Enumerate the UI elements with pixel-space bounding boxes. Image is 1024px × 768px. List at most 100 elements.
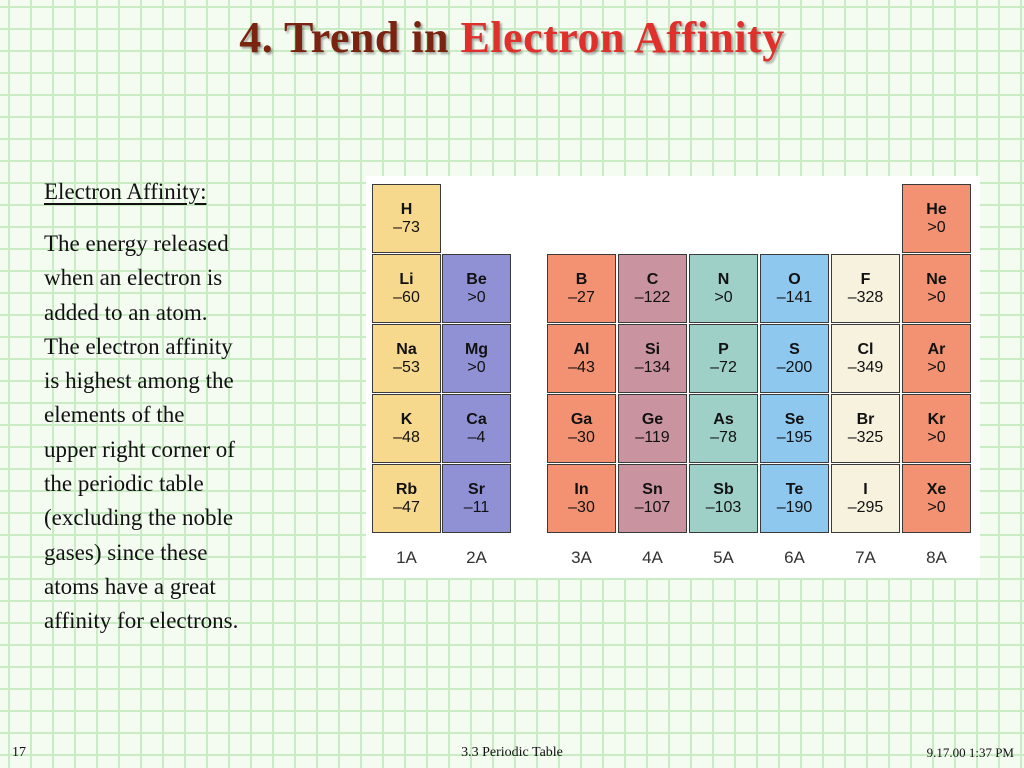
electron-affinity-value: –47 bbox=[393, 499, 420, 516]
electron-affinity-value: –325 bbox=[847, 429, 884, 446]
slide-number: 17 bbox=[12, 745, 26, 760]
electron-affinity-value: –30 bbox=[568, 499, 595, 516]
element-symbol: Ge bbox=[641, 411, 664, 428]
element-cell-s: S –200 bbox=[760, 324, 829, 393]
definition-line: upper right corner of bbox=[44, 436, 235, 462]
element-cell-cl: Cl –349 bbox=[831, 324, 900, 393]
element-cell-n: N >0 bbox=[689, 254, 758, 323]
electron-affinity-value: –103 bbox=[705, 499, 742, 516]
element-cell-k: K –48 bbox=[372, 394, 441, 463]
element-symbol: Cl bbox=[857, 341, 874, 358]
definition-line: is highest among the bbox=[44, 368, 234, 394]
electron-affinity-value: –107 bbox=[634, 499, 671, 516]
element-cell-p: P –72 bbox=[689, 324, 758, 393]
element-symbol: I bbox=[863, 481, 868, 498]
element-symbol: O bbox=[788, 271, 801, 288]
footer-datetime: 9.17.00 1:37 PM bbox=[926, 745, 1014, 760]
group-label-6a: 6A bbox=[784, 548, 805, 567]
element-cell-h: H –73 bbox=[372, 184, 441, 253]
electron-affinity-value: –53 bbox=[393, 359, 420, 376]
element-cell-rb: Rb –47 bbox=[372, 464, 441, 533]
element-cell-na: Na –53 bbox=[372, 324, 441, 393]
element-symbol: H bbox=[400, 201, 413, 218]
element-cell-mg: Mg >0 bbox=[442, 324, 511, 393]
electron-affinity-value: –141 bbox=[776, 289, 813, 306]
electron-affinity-value: >0 bbox=[467, 289, 486, 306]
element-cell-as: As –78 bbox=[689, 394, 758, 463]
definition-line: atoms have a great bbox=[44, 573, 216, 599]
element-symbol: Ne bbox=[926, 271, 947, 288]
group-label-3a: 3A bbox=[571, 548, 592, 567]
element-symbol: Se bbox=[784, 411, 805, 428]
element-symbol: Mg bbox=[464, 341, 489, 358]
element-symbol: Sb bbox=[713, 481, 734, 498]
electron-affinity-value: –60 bbox=[393, 289, 420, 306]
element-cell-ge: Ge –119 bbox=[618, 394, 687, 463]
element-symbol: Xe bbox=[926, 481, 947, 498]
element-cell-sb: Sb –103 bbox=[689, 464, 758, 533]
element-symbol: Na bbox=[396, 341, 417, 358]
element-cell-in: In –30 bbox=[547, 464, 616, 533]
group-label-7a: 7A bbox=[855, 548, 876, 567]
element-symbol: Sr bbox=[468, 481, 485, 498]
element-symbol: Kr bbox=[927, 411, 946, 428]
electron-affinity-value: –73 bbox=[393, 219, 420, 236]
element-cell-sn: Sn –107 bbox=[618, 464, 687, 533]
element-symbol: Ca bbox=[466, 411, 487, 428]
electron-affinity-value: –119 bbox=[635, 429, 670, 446]
definition-line: when an electron is bbox=[44, 265, 223, 291]
electron-affinity-value: –30 bbox=[568, 429, 595, 446]
element-cell-be: Be >0 bbox=[442, 254, 511, 323]
element-cell-br: Br –325 bbox=[831, 394, 900, 463]
electron-affinity-value: >0 bbox=[927, 499, 946, 516]
element-symbol: Si bbox=[644, 341, 661, 358]
element-cell-se: Se –195 bbox=[760, 394, 829, 463]
element-symbol: Rb bbox=[395, 481, 418, 498]
electron-affinity-value: >0 bbox=[714, 289, 733, 306]
element-symbol: N bbox=[717, 271, 730, 288]
group-label-1a: 1A bbox=[396, 548, 417, 567]
element-cell-ne: Ne >0 bbox=[902, 254, 971, 323]
element-symbol: Al bbox=[573, 341, 590, 358]
element-cell-f: F –328 bbox=[831, 254, 900, 323]
group-label-2a: 2A bbox=[466, 548, 487, 567]
title-highlight: Electron Affinity bbox=[460, 13, 785, 62]
definition-line: The electron affinity bbox=[44, 333, 233, 359]
electron-affinity-value: –4 bbox=[467, 429, 486, 446]
element-symbol: Ga bbox=[570, 411, 593, 428]
electron-affinity-value: –43 bbox=[568, 359, 595, 376]
element-cell-li: Li –60 bbox=[372, 254, 441, 323]
electron-affinity-value: –122 bbox=[634, 289, 671, 306]
element-cell-ga: Ga –30 bbox=[547, 394, 616, 463]
definition-line: The energy released bbox=[44, 231, 229, 256]
element-cell-o: O –141 bbox=[760, 254, 829, 323]
group-label-5a: 5A bbox=[713, 548, 734, 567]
element-cell-ca: Ca –4 bbox=[442, 394, 511, 463]
definition-line: the periodic table bbox=[44, 471, 204, 497]
element-symbol: B bbox=[575, 271, 588, 288]
element-symbol: P bbox=[718, 341, 729, 358]
element-symbol: C bbox=[646, 271, 659, 288]
element-cell-si: Si –134 bbox=[618, 324, 687, 393]
title-prefix: 4. Trend in bbox=[239, 13, 461, 62]
element-cell-xe: Xe >0 bbox=[902, 464, 971, 533]
section-heading: Electron Affinity: bbox=[44, 179, 207, 204]
element-cell-te: Te –190 bbox=[760, 464, 829, 533]
electron-affinity-value: –349 bbox=[847, 359, 884, 376]
electron-affinity-value: –200 bbox=[776, 359, 813, 376]
definition-text: The energy released when an electron is … bbox=[44, 227, 324, 639]
element-symbol: Te bbox=[785, 481, 804, 498]
element-cell-i: I –295 bbox=[831, 464, 900, 533]
electron-affinity-value: –190 bbox=[776, 499, 813, 516]
definition-line: added to an atom. bbox=[44, 299, 208, 325]
electron-affinity-value: –195 bbox=[776, 429, 813, 446]
element-symbol: Ar bbox=[927, 341, 946, 358]
definition-line: gases) since these bbox=[44, 539, 208, 565]
element-symbol: Br bbox=[856, 411, 875, 428]
element-symbol: As bbox=[713, 411, 734, 428]
definition-line: (excluding the noble bbox=[44, 505, 234, 531]
element-symbol: S bbox=[789, 341, 800, 358]
element-symbol: F bbox=[860, 271, 871, 288]
element-cell-sr: Sr –11 bbox=[442, 464, 511, 533]
periodic-table-figure: H –73 He >0 Li –60 Be >0 B –27 C –122 N >0 O –141 F –328 N… bbox=[366, 176, 980, 578]
